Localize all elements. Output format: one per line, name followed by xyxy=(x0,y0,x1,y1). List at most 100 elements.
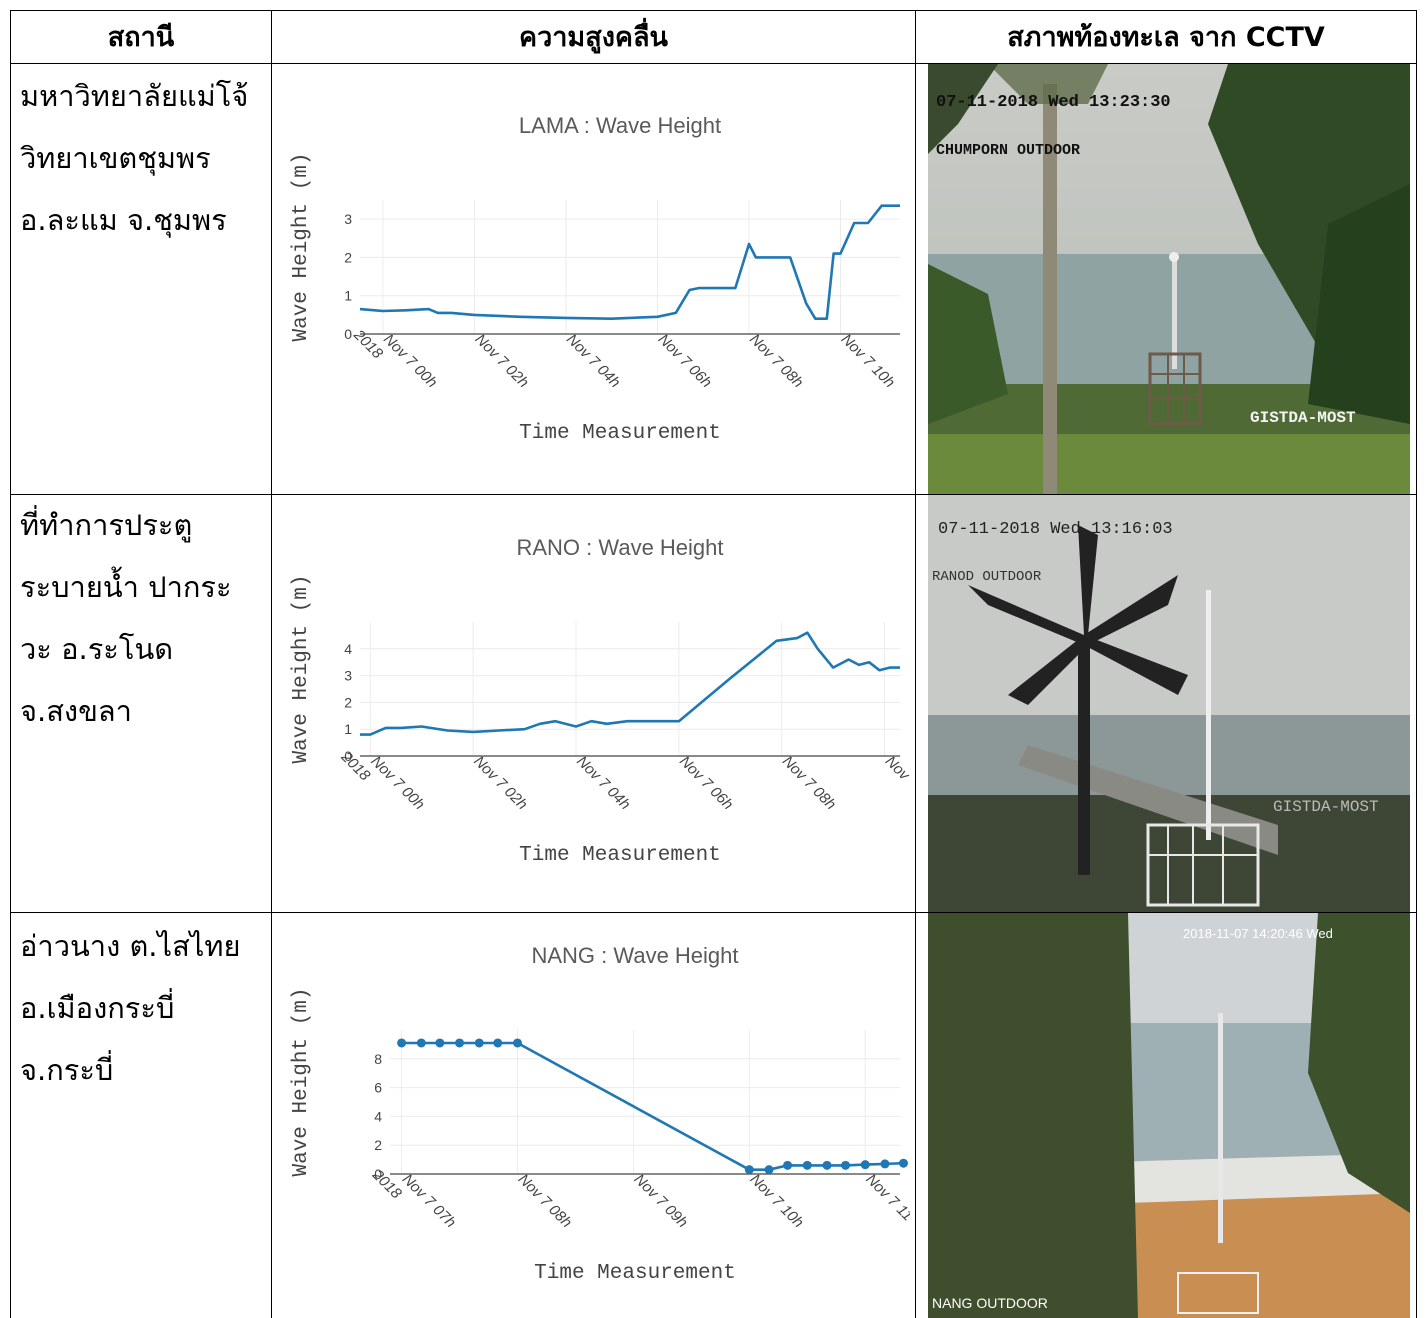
data-point xyxy=(493,1038,503,1048)
y-axis-label: Wave Height (m) xyxy=(290,987,313,1176)
cctv-scene-ranod: 07-11-2018 Wed 13:16:03 RANOD OUTDOOR GI… xyxy=(928,495,1410,912)
y-tick-label: 1 xyxy=(344,288,352,304)
table-border-left xyxy=(10,10,11,1318)
data-point xyxy=(802,1160,812,1170)
cctv-image-chumporn: 07-11-2018 Wed 13:23:30 CHUMPORN OUTDOOR… xyxy=(928,64,1410,494)
data-point xyxy=(744,1165,754,1175)
x-tick-label: Nov 7 10h xyxy=(746,1171,806,1231)
station-3-line-2: อ.เมืองกระบี่ xyxy=(20,991,175,1025)
x-tick-text: Nov 7 08h xyxy=(515,1171,575,1231)
x-tick-label: Nov xyxy=(882,753,910,785)
cctv-image-nang: 2018-11-07 14:20:46 Wed NANG OUTDOOR xyxy=(928,913,1410,1318)
x-tick-label: Nov 7 02h xyxy=(470,753,530,813)
y-tick-label: 3 xyxy=(344,211,352,227)
data-point xyxy=(513,1038,522,1048)
series-line xyxy=(359,204,900,320)
data-point xyxy=(474,1038,484,1048)
y-tick-label: 8 xyxy=(374,1051,382,1067)
rano-wave-chart: RANO : Wave Height 0 1 2 3 4 Nov 7 00h2018 Nov … xyxy=(290,535,910,867)
cctv-timestamp-chumporn: 07-11-2018 Wed 13:23:30 xyxy=(936,93,1171,112)
x-tick-text: Nov 7 07h2018 xyxy=(368,1153,459,1244)
table-border-row2 xyxy=(10,912,1417,913)
station-2: ที่ทำการประตู ระบายน้ำ ปากระ วะ อ.ระโนด … xyxy=(20,494,260,742)
x-tick-label: Nov 7 08h xyxy=(515,1171,575,1231)
data-point xyxy=(783,1160,793,1170)
station-3-line-1: อ่าวนาง ต.ไสไทย xyxy=(20,929,241,963)
data-point xyxy=(455,1038,465,1048)
data-point xyxy=(764,1165,774,1175)
x-tick-label: Nov 7 06h xyxy=(676,753,736,813)
x-tick-label: Nov 7 00h2018 xyxy=(350,313,441,404)
station-1-line-1: มหาวิทยาลัยแม่โจ้ xyxy=(20,79,249,113)
x-tick-text: Nov 7 04h xyxy=(573,753,633,813)
table-border-top xyxy=(10,10,1417,11)
y-tick-label: 2 xyxy=(344,249,352,265)
cctv-image-ranod: 07-11-2018 Wed 13:16:03 RANOD OUTDOOR GI… xyxy=(928,495,1410,912)
y-tick-label: 0 xyxy=(344,748,352,764)
x-tick-label: Nov 7 10h xyxy=(838,331,898,391)
x-tick-text: Nov 7 08h xyxy=(746,331,806,391)
nang-wave-chart: NANG : Wave Height 0 2 4 6 8 Nov 7 07h2018 Nov … xyxy=(290,943,910,1285)
x-tick-label: Nov 7 02h xyxy=(472,331,532,391)
x-tick-text: Nov 7 09h xyxy=(631,1171,691,1231)
table-border-col2 xyxy=(915,10,916,1318)
x-tick-label: Nov 7 09h xyxy=(631,1171,691,1231)
x-axis-label: Time Measurement xyxy=(534,1262,736,1285)
y-axis-label: Wave Height (m) xyxy=(290,152,313,341)
x-tick-text: Nov 7 02h xyxy=(470,753,530,813)
chart-title: RANO : Wave Height xyxy=(516,535,723,560)
x-tick-text: Nov 7 00h2018 xyxy=(350,313,441,404)
y-tick-label: 4 xyxy=(374,1108,382,1124)
station-1-line-2: วิทยาเขตชุมพร xyxy=(20,141,211,175)
data-point xyxy=(841,1160,851,1170)
x-tick-label: Nov 7 08h xyxy=(779,753,839,813)
data-point xyxy=(860,1160,870,1170)
chart-title: LAMA : Wave Height xyxy=(519,113,721,138)
x-tick-text: Nov 7 06h xyxy=(676,753,736,813)
cctv-label-ranod: RANOD OUTDOOR xyxy=(932,569,1042,585)
cctv-timestamp-nang: 2018-11-07 14:20:46 Wed xyxy=(1183,926,1333,941)
x-tick-label: Nov 7 04h xyxy=(573,753,633,813)
x-tick-label: Nov 7 00h2018 xyxy=(337,735,428,826)
y-tick-label: 1 xyxy=(344,721,352,737)
x-tick-text: Nov 7 06h xyxy=(655,331,715,391)
data-point xyxy=(898,1158,908,1168)
y-tick-label: 0 xyxy=(374,1166,382,1182)
station-2-line-3: วะ อ.ระโนด xyxy=(20,632,174,666)
station-1-line-3: อ.ละแม จ.ชุมพร xyxy=(20,203,227,237)
header-station: สถานี xyxy=(107,21,175,53)
x-tick-text: Nov 7 04h xyxy=(563,331,623,391)
header-wave-height: ความสูงคลื่น xyxy=(519,21,668,53)
station-3-line-3: จ.กระบี่ xyxy=(20,1053,114,1087)
x-tick-label: Nov 7 07h2018 xyxy=(368,1153,459,1244)
station-2-line-2: ระบายน้ำ ปากระ xyxy=(20,570,232,604)
x-tick-label: Nov 7 11 xyxy=(862,1171,910,1225)
station-3: อ่าวนาง ต.ไสไทย อ.เมืองกระบี่ จ.กระบี่ xyxy=(20,915,260,1101)
data-point xyxy=(435,1038,445,1048)
station-2-line-4: จ.สงขลา xyxy=(20,694,132,728)
y-tick-label: 2 xyxy=(344,694,352,710)
cctv-watermark-chumporn: GISTDA-MOST xyxy=(1250,409,1356,427)
header-cctv: สภาพท้องทะเล จาก CCTV xyxy=(1007,21,1325,53)
data-point xyxy=(397,1038,407,1048)
x-axis-label: Time Measurement xyxy=(519,844,721,867)
x-axis-label: Time Measurement xyxy=(519,422,721,445)
table-border-header xyxy=(10,63,1417,64)
y-tick-label: 3 xyxy=(344,668,352,684)
x-tick-text: Nov 7 10h xyxy=(838,331,898,391)
data-point xyxy=(880,1159,890,1169)
cctv-watermark-ranod: GISTDA-MOST xyxy=(1273,798,1379,816)
x-tick-text: Nov 7 08h xyxy=(779,753,839,813)
series-line xyxy=(360,631,900,736)
x-tick-text: Nov xyxy=(882,753,910,785)
series-line xyxy=(401,1041,904,1171)
cctv-label-nang: NANG OUTDOOR xyxy=(932,1295,1048,1311)
data-point xyxy=(822,1160,832,1170)
cctv-scene-chumporn: 07-11-2018 Wed 13:23:30 CHUMPORN OUTDOOR… xyxy=(928,64,1410,494)
x-tick-text: Nov 7 00h2018 xyxy=(337,735,428,826)
chart-title: NANG : Wave Height xyxy=(531,943,738,968)
station-2-line-1: ที่ทำการประตู xyxy=(20,508,193,542)
lama-wave-chart: LAMA : Wave Height 0 1 2 3 Nov 7 00h2018 Nov 7… xyxy=(290,113,900,445)
cctv-scene-nang: 2018-11-07 14:20:46 Wed NANG OUTDOOR xyxy=(928,913,1410,1318)
x-tick-label: Nov 7 04h xyxy=(563,331,623,391)
